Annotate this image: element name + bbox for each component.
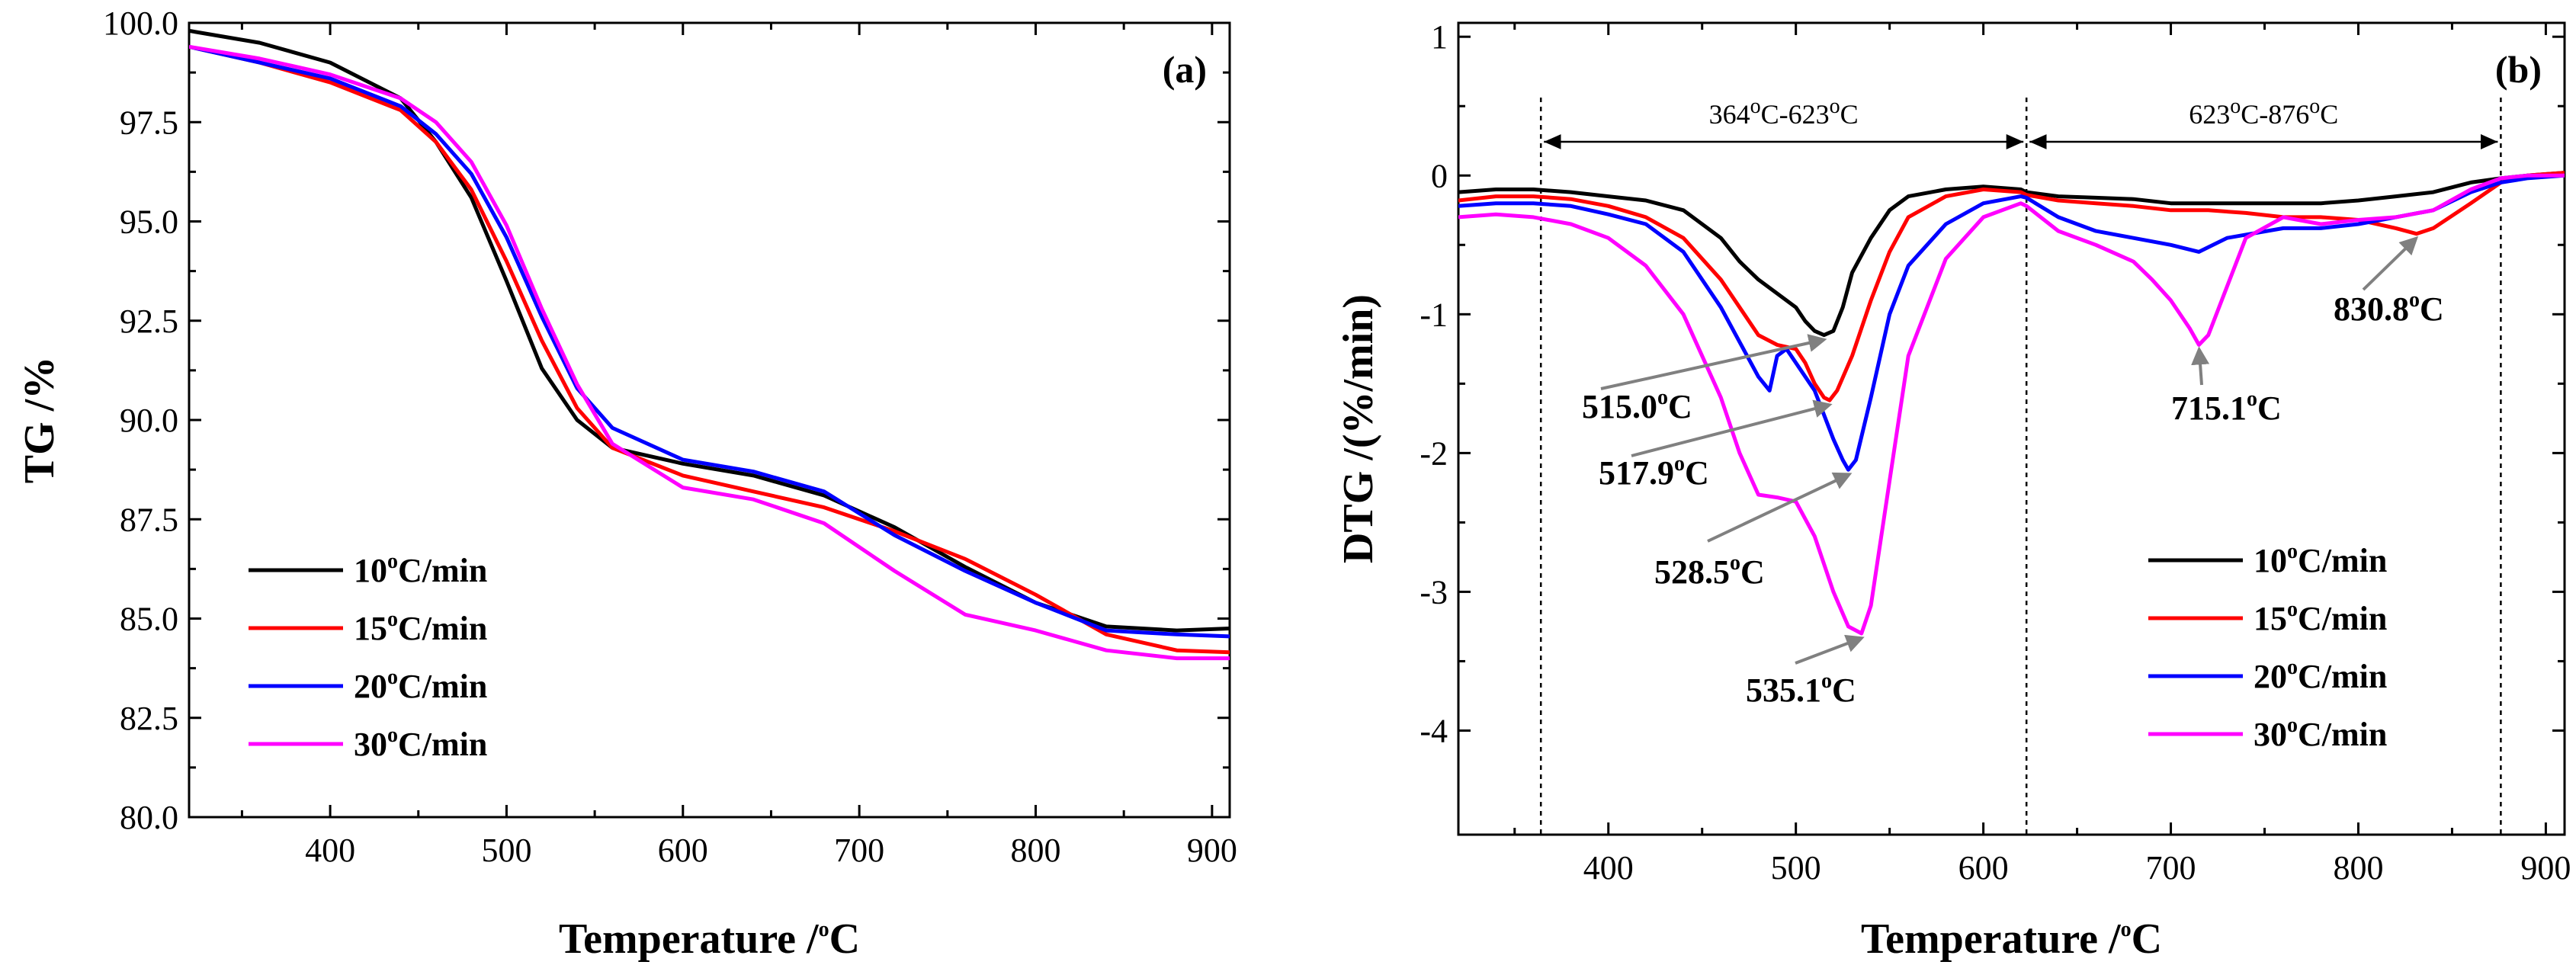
y-tick-label: 85.0 [120, 601, 178, 638]
legend-entry: 30oC/min [2254, 713, 2387, 753]
y-tick-label: 80.0 [120, 799, 178, 836]
y-tick-label: 87.5 [120, 501, 178, 538]
x-tick-label: 700 [834, 832, 884, 869]
peak-annotation: 528.5oC [1654, 551, 1765, 591]
y-tick-label: -3 [1420, 573, 1448, 611]
annotation-arrow [1631, 399, 1833, 457]
y-tick-label: 1 [1431, 18, 1448, 56]
peak-annotation: 515.0oC [1582, 386, 1692, 425]
y-axis-title: TG /% [16, 357, 63, 483]
y-tick-label: -2 [1420, 434, 1448, 472]
legend-entry: 10oC/min [2254, 540, 2387, 579]
peak-annotation: 535.1oC [1746, 669, 1856, 709]
panel-a: 400 500 600 700 800 900 80.0 82.5 85.0 87.5 90.0 92… [16, 5, 1237, 963]
series-line-30c-min [189, 44, 1230, 661]
series-line-20c-min [1458, 173, 2565, 472]
y-tick-label: -1 [1420, 296, 1448, 333]
annotation-arrow [2191, 346, 2210, 386]
peak-annotation: 830.8oC [2334, 288, 2444, 328]
annotation-arrow [2362, 236, 2419, 291]
x-tick-label: 800 [1011, 832, 1061, 869]
x-tick-label: 800 [2333, 849, 2383, 886]
peak-annotation: 517.9oC [1599, 452, 1709, 492]
range-label: 364oC-623oC [1709, 95, 1859, 130]
plot-frame [188, 21, 1231, 819]
y-tick-label: 82.5 [120, 700, 178, 737]
annotation-arrow [1707, 472, 1853, 543]
legend-entry: 20oC/min [2254, 656, 2387, 695]
panel-label: (b) [2495, 48, 2542, 91]
y-tick-label: 95.0 [120, 204, 178, 241]
panel-b: 400 500 600 700 800 900 1 0 -1 -2 -3 -4 Temperature … [1335, 18, 2571, 963]
series-line-10c-min [1458, 171, 2565, 338]
y-tick-label: 97.5 [120, 104, 178, 141]
y-tick-label: 100.0 [103, 5, 178, 42]
plot-frame [1457, 21, 2566, 836]
x-tick-label: 500 [481, 832, 531, 869]
legend: 10oC/min 15oC/min 20oC/min 30oC/min [249, 550, 487, 763]
x-tick-label: 900 [1187, 832, 1237, 869]
y-axis-title: DTG /(%/min) [1335, 294, 1382, 563]
x-tick-label: 900 [2520, 849, 2571, 886]
y-tick-label: -4 [1420, 712, 1448, 749]
series-line-15c-min [189, 44, 1230, 655]
x-axis-title: Temperature /oC [1861, 915, 2162, 963]
annotation-arrow [1600, 334, 1827, 390]
x-tick-label: 600 [1958, 849, 2009, 886]
x-tick-label: 600 [658, 832, 708, 869]
series-line-30c-min [1458, 173, 2565, 636]
legend-entry: 10oC/min [354, 550, 487, 589]
x-tick-label: 700 [2146, 849, 2196, 886]
range-label: 623oC-876oC [2189, 95, 2338, 130]
legend-entry: 15oC/min [2254, 598, 2387, 637]
panel-label: (a) [1163, 48, 1207, 91]
series-line-20c-min [189, 44, 1230, 639]
legend-entry: 30oC/min [354, 723, 487, 763]
peak-annotation: 715.1oC [2171, 387, 2282, 427]
x-tick-label: 400 [305, 832, 355, 869]
legend: 10oC/min 15oC/min 20oC/min 30oC/min [2148, 540, 2387, 753]
x-tick-label: 400 [1583, 849, 1634, 886]
annotation-arrow [1795, 634, 1865, 665]
legend-entry: 20oC/min [354, 665, 487, 705]
series-line-10c-min [189, 28, 1230, 633]
y-tick-label: 92.5 [120, 303, 178, 340]
x-axis-title: Temperature /oC [559, 915, 860, 963]
y-tick-label: 0 [1431, 157, 1448, 194]
legend-entry: 15oC/min [354, 608, 487, 647]
y-tick-label: 90.0 [120, 402, 178, 439]
x-tick-label: 500 [1771, 849, 1821, 886]
